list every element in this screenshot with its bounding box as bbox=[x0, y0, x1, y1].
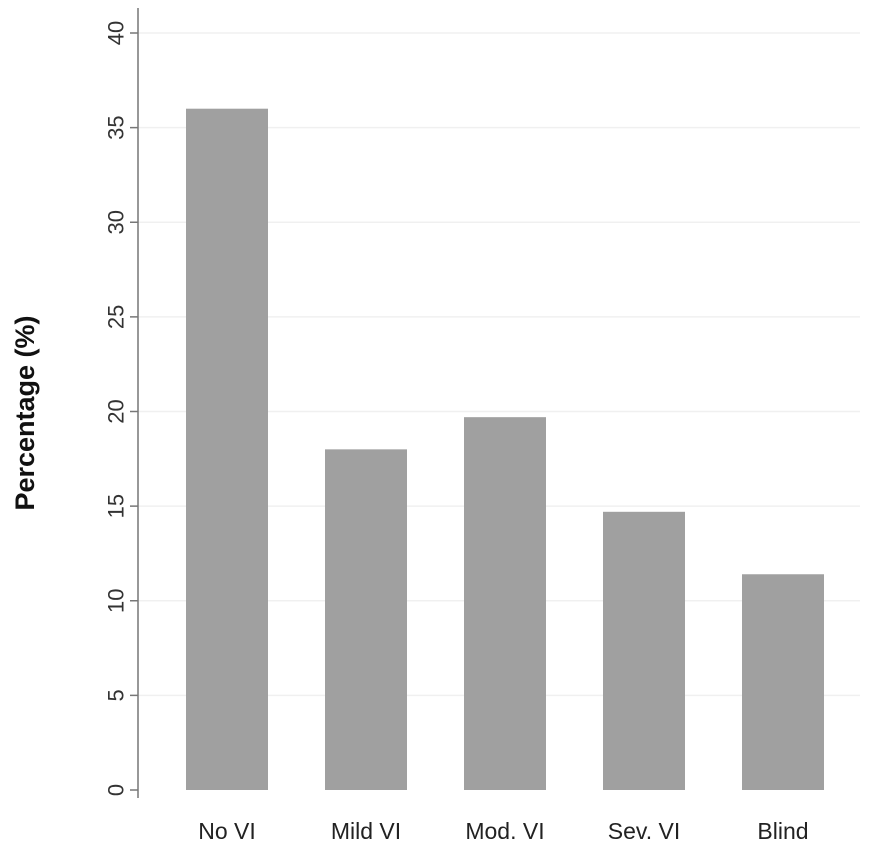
y-tick-label: 25 bbox=[104, 305, 129, 329]
bar bbox=[742, 574, 824, 790]
bars bbox=[186, 108, 824, 790]
x-category-label: No VI bbox=[198, 818, 256, 844]
x-category-label: Sev. VI bbox=[608, 818, 680, 844]
x-category-label: Blind bbox=[757, 818, 808, 844]
y-tick-label: 5 bbox=[104, 689, 129, 701]
y-tick-label: 30 bbox=[104, 210, 129, 234]
x-axis-labels: No VI Mild VI Mod. VI Sev. VI Blind bbox=[198, 818, 808, 844]
y-axis-ticks: 0 5 10 15 20 25 30 35 40 bbox=[104, 21, 138, 796]
y-tick-label: 40 bbox=[104, 21, 129, 45]
y-tick-label: 20 bbox=[104, 399, 129, 423]
y-tick-label: 15 bbox=[104, 494, 129, 518]
bar bbox=[603, 511, 685, 790]
bar bbox=[464, 417, 546, 790]
x-category-label: Mod. VI bbox=[465, 818, 544, 844]
y-tick-label: 10 bbox=[104, 589, 129, 613]
y-tick-label: 0 bbox=[104, 784, 129, 796]
bar bbox=[325, 449, 407, 790]
x-category-label: Mild VI bbox=[331, 818, 401, 844]
y-tick-label: 35 bbox=[104, 115, 129, 139]
bar bbox=[186, 108, 268, 790]
y-axis-title: Percentage (%) bbox=[10, 315, 40, 510]
